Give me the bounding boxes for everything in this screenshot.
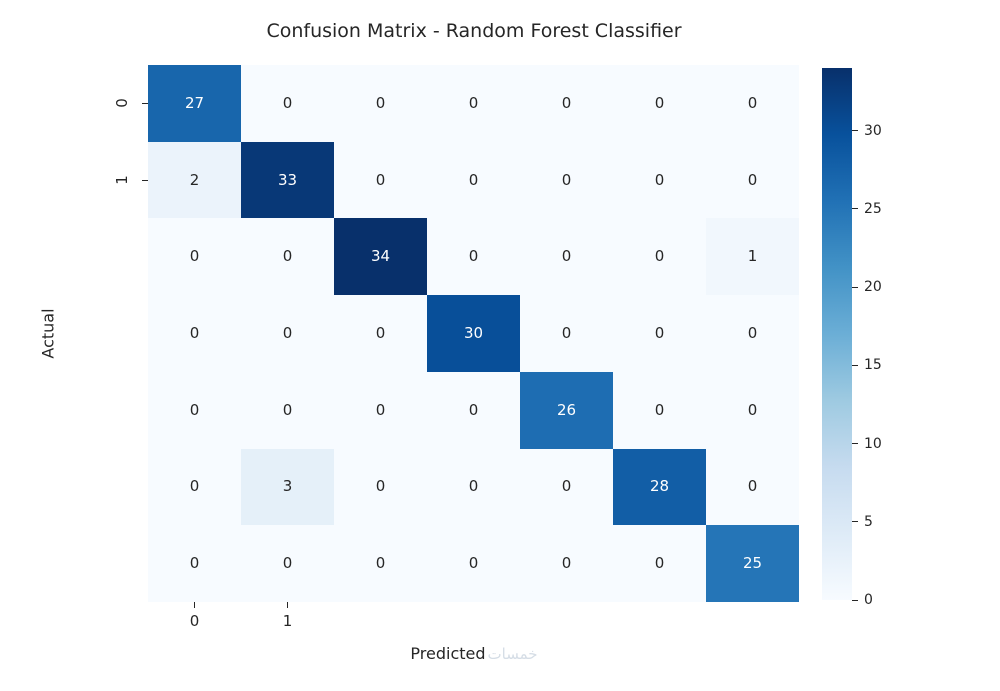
heatmap-cell: 3 bbox=[241, 448, 334, 526]
heatmap-cell: 0 bbox=[613, 525, 706, 602]
y-axis-label: Actual bbox=[38, 308, 58, 359]
heatmap-cell: 0 bbox=[148, 371, 241, 449]
colorbar-tick-mark bbox=[852, 521, 858, 523]
heatmap-cell: 0 bbox=[241, 295, 334, 372]
heatmap-cell: 0 bbox=[148, 525, 241, 602]
heatmap-cell: 0 bbox=[334, 448, 427, 526]
heatmap-cell: 0 bbox=[706, 65, 799, 142]
heatmap-cell: 0 bbox=[334, 295, 427, 372]
y-tick-label: 0 bbox=[113, 98, 131, 109]
heatmap-cell: 0 bbox=[613, 141, 706, 219]
watermark-text: خمسات bbox=[487, 645, 538, 663]
colorbar-tick-label: 15 bbox=[864, 357, 882, 374]
heatmap-cell: 0 bbox=[706, 295, 799, 372]
colorbar-tick-label: 0 bbox=[864, 592, 873, 608]
heatmap-cell: 0 bbox=[520, 448, 613, 526]
heatmap-cell: 0 bbox=[520, 218, 613, 296]
x-tick-label: 0 bbox=[189, 612, 200, 630]
colorbar-tick-label: 30 bbox=[864, 122, 882, 139]
x-axis-label: Predicted bbox=[410, 644, 486, 663]
heatmap-cell: 0 bbox=[427, 525, 520, 602]
y-axis-label-wrap: Actual bbox=[36, 65, 60, 602]
heatmap-cell: 30 bbox=[427, 295, 520, 372]
colorbar-tick-mark bbox=[852, 364, 858, 366]
heatmap-cell: 33 bbox=[241, 141, 334, 219]
heatmap-cell: 0 bbox=[334, 525, 427, 602]
heatmap-cell: 1 bbox=[706, 218, 799, 296]
colorbar-tick-label: 5 bbox=[864, 513, 873, 530]
heatmap-cell: 0 bbox=[427, 218, 520, 296]
heatmap-cell: 0 bbox=[613, 65, 706, 142]
heatmap-cell: 0 bbox=[148, 295, 241, 372]
colorbar-tick-mark bbox=[852, 208, 858, 210]
heatmap-cell: 0 bbox=[241, 371, 334, 449]
heatmap-cell: 26 bbox=[520, 371, 613, 449]
heatmap-cell: 0 bbox=[706, 141, 799, 219]
heatmap-cell: 0 bbox=[241, 65, 334, 142]
heatmap-cell: 25 bbox=[706, 525, 799, 602]
heatmap-cell: 0 bbox=[520, 141, 613, 219]
colorbar-tick-mark bbox=[852, 443, 858, 445]
colorbar-tick-mark bbox=[852, 599, 858, 601]
colorbar-tick-mark bbox=[852, 130, 858, 132]
heatmap-cell: 0 bbox=[334, 65, 427, 142]
y-tick-mark bbox=[142, 179, 148, 181]
heatmap-cell: 0 bbox=[427, 448, 520, 526]
heatmap-cell: 0 bbox=[241, 525, 334, 602]
chart-title: Confusion Matrix - Random Forest Classif… bbox=[266, 20, 682, 42]
x-tick-label: 1 bbox=[282, 612, 293, 630]
colorbar-tick-mark bbox=[852, 286, 858, 288]
colorbar-tick-label: 10 bbox=[864, 435, 882, 452]
heatmap-cell: 27 bbox=[148, 65, 241, 142]
heatmap-cell: 0 bbox=[334, 371, 427, 449]
heatmap-cell: 0 bbox=[706, 448, 799, 526]
heatmap-cell: 0 bbox=[706, 371, 799, 449]
x-tick-mark bbox=[287, 602, 288, 608]
colorbar-tick-label: 20 bbox=[864, 279, 882, 296]
heatmap-cell: 2 bbox=[148, 141, 241, 219]
heatmap-cell: 0 bbox=[520, 525, 613, 602]
heatmap-cell: 34 bbox=[334, 218, 427, 296]
x-axis-label-row: Predicted خمسات bbox=[148, 644, 800, 663]
heatmap-grid: 27 0 0 0 0 0 0 2 33 0 0 0 0 0 0 0 34 0 0 0 1 0 0 0 30 0 0 0 0 0 0 0 26 0 0… bbox=[148, 65, 799, 602]
heatmap-cell: 0 bbox=[241, 218, 334, 296]
heatmap-cell: 0 bbox=[613, 218, 706, 296]
heatmap-cell: 0 bbox=[427, 371, 520, 449]
heatmap-cell: 28 bbox=[613, 448, 706, 526]
heatmap-cell: 0 bbox=[427, 141, 520, 219]
heatmap-cell: 0 bbox=[520, 295, 613, 372]
heatmap-cell: 0 bbox=[334, 141, 427, 219]
heatmap-cell: 0 bbox=[520, 65, 613, 142]
x-tick-mark bbox=[194, 602, 195, 608]
colorbar bbox=[822, 68, 852, 600]
heatmap-cell: 0 bbox=[613, 371, 706, 449]
colorbar-tick-label: 25 bbox=[864, 200, 882, 217]
heatmap-cell: 0 bbox=[427, 65, 520, 142]
heatmap-cell: 0 bbox=[148, 448, 241, 526]
heatmap-cell: 0 bbox=[613, 295, 706, 372]
y-tick-label: 1 bbox=[113, 175, 131, 185]
y-tick-mark bbox=[142, 102, 148, 104]
heatmap-cell: 0 bbox=[148, 218, 241, 296]
